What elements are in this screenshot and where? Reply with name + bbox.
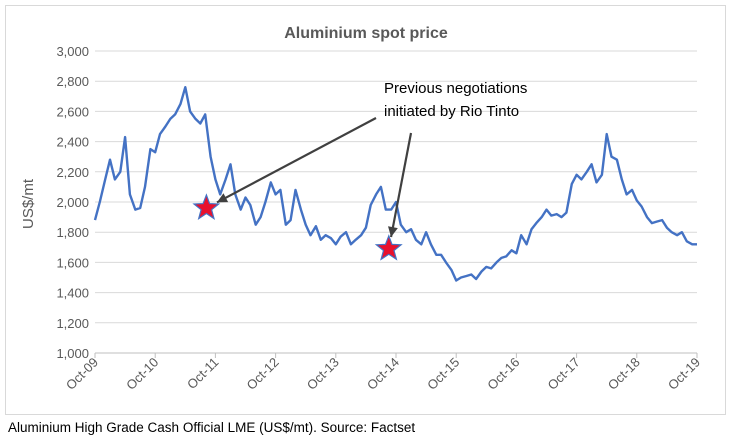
x-tick-label: Oct-16	[484, 355, 522, 393]
y-tick-label: 1,600	[56, 255, 89, 270]
y-tick-label: 2,800	[56, 74, 89, 89]
chart-frame: Aluminium spot price US$/mt 1,000 1,200 1,…	[5, 5, 726, 415]
star-marker	[374, 234, 403, 261]
y-axis-label: US$/mt	[20, 178, 37, 229]
y-tick-label: 2,600	[56, 104, 89, 119]
x-tick-label: Oct-10	[123, 355, 161, 393]
x-tick-label: Oct-11	[184, 355, 222, 393]
y-tick-label: 1,000	[56, 346, 89, 361]
y-tick-label: 2,000	[56, 195, 89, 210]
annotation-arrow	[216, 117, 377, 204]
x-tick-label: Oct-15	[424, 355, 462, 393]
price-series-line	[93, 86, 697, 282]
chart-title: Aluminium spot price	[284, 25, 448, 42]
y-tick-label: 3,000	[56, 44, 89, 59]
star-marker	[192, 193, 221, 220]
x-tick-label: Oct-13	[304, 355, 342, 393]
annotation-arrowhead	[216, 193, 229, 203]
y-tick-label: 2,200	[56, 165, 89, 180]
x-tick-labels: Oct-09 Oct-10 Oct-11 Oct-12 Oct-13 Oct-14 Oct-…	[63, 353, 703, 393]
x-tick-label: Oct-18	[605, 355, 643, 393]
annotation-text: Previous negotiations initiated by Rio T…	[384, 80, 532, 120]
x-tick-label: Oct-19	[665, 355, 703, 393]
y-tick-label: 1,400	[56, 286, 89, 301]
star-markers	[192, 193, 403, 261]
chart-svg: Aluminium spot price US$/mt 1,0001,2001,…	[20, 25, 703, 393]
y-tick-label: 1,200	[56, 316, 89, 331]
annotation-arrow	[389, 132, 413, 238]
source-note: Aluminium High Grade Cash Official LME (…	[8, 420, 416, 435]
y-tick-label: 1,800	[56, 225, 89, 240]
annotation-line-2: initiated by Rio Tinto	[384, 103, 519, 120]
y-tick-label: 2,400	[56, 135, 89, 150]
y-tick-labels: 1,000 1,200 1,400 1,600 1,800 2,000 2,200 2,400…	[56, 44, 89, 361]
annotation-line-1: Previous negotiations	[384, 80, 527, 97]
x-tick-label: Oct-12	[244, 355, 282, 393]
annotation-arrows	[216, 117, 413, 238]
x-tick-label: Oct-14	[364, 355, 402, 393]
annotation-arrowhead	[388, 226, 398, 238]
x-tick-label: Oct-17	[545, 355, 583, 393]
